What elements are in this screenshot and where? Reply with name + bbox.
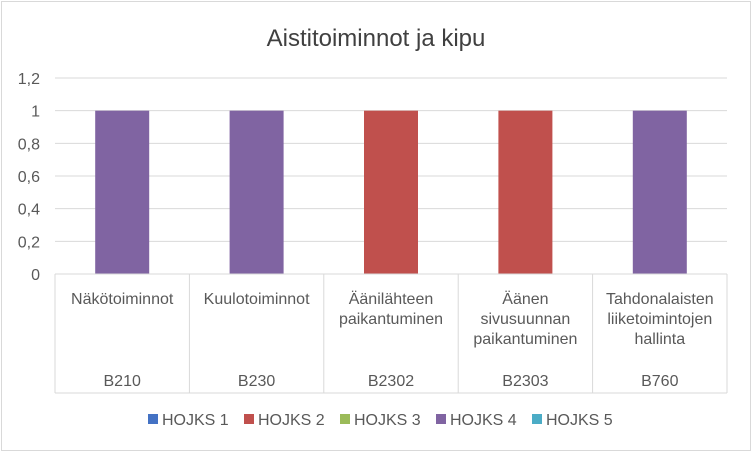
y-tick-label: 0,6 — [18, 169, 40, 186]
gridlines — [55, 77, 727, 242]
category-label: Äänilähteen paikantuminen — [339, 290, 443, 328]
category-label: Tahdonalaisten liiketoimintojen hallinta — [606, 291, 714, 348]
legend-label: HOJKS 4 — [450, 412, 517, 429]
y-axis-ticks: 0 0,2 0,4 0,6 0,8 1 1,2 — [18, 71, 40, 284]
category-code-label: B2302 — [368, 373, 414, 390]
y-tick-label: 0,2 — [18, 234, 40, 251]
category-label: Kuulotoiminnot — [204, 291, 310, 308]
bar — [95, 110, 150, 275]
y-tick-label: 0 — [31, 267, 40, 284]
category-code-label: B210 — [104, 373, 141, 390]
legend-swatch — [340, 414, 350, 424]
bar — [498, 110, 553, 275]
legend: HOJKS 1 HOJKS 2 HOJKS 3 HOJKS 4 HOJKS 5 — [148, 412, 613, 429]
bar — [229, 110, 284, 275]
legend-swatch — [148, 414, 158, 424]
category-code-label: B760 — [641, 373, 678, 390]
legend-swatch — [244, 414, 254, 424]
legend-label: HOJKS 1 — [162, 412, 229, 429]
legend-swatch — [436, 414, 446, 424]
y-tick-label: 0,8 — [18, 136, 40, 153]
y-tick-label: 1,2 — [18, 71, 40, 88]
category-label: Äänen sivusuunnan paikantuminen — [473, 290, 577, 348]
legend-label: HOJKS 2 — [258, 412, 325, 429]
legend-label: HOJKS 3 — [354, 412, 421, 429]
category-code-label: B230 — [238, 373, 275, 390]
x-axis: Näkötoiminnot B210 Kuulotoiminnot B230 Äänil… — [54, 273, 728, 394]
y-tick-label: 1 — [31, 104, 40, 121]
bar — [632, 110, 687, 275]
legend-swatch — [532, 414, 542, 424]
chart-title: Aistitoiminnot ja kipu — [267, 25, 486, 52]
legend-label: HOJKS 5 — [546, 412, 613, 429]
y-tick-label: 0,4 — [18, 202, 40, 219]
bar — [364, 110, 418, 275]
category-label: Näkötoiminnot — [71, 291, 174, 308]
category-code-label: B2303 — [502, 373, 548, 390]
bars — [95, 110, 687, 275]
